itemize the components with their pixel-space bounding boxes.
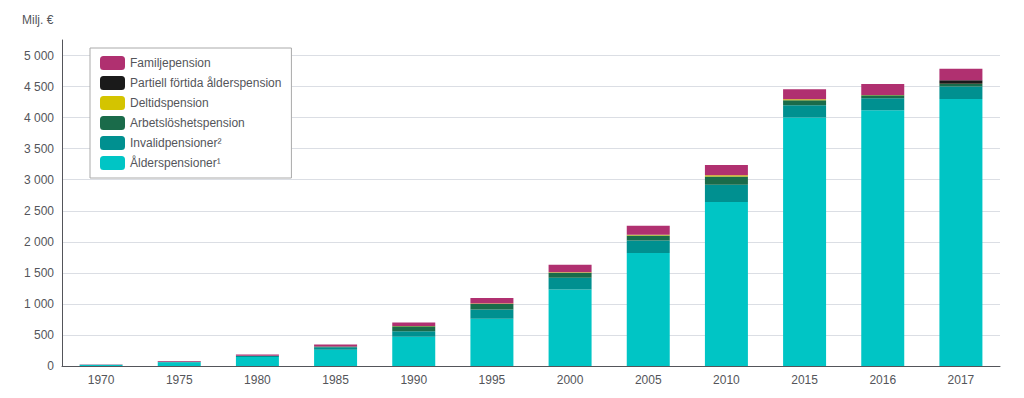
svg-text:1 500: 1 500 xyxy=(24,266,54,280)
svg-text:3 500: 3 500 xyxy=(24,142,54,156)
svg-text:Deltidspension: Deltidspension xyxy=(130,96,209,110)
svg-text:2005: 2005 xyxy=(635,373,662,387)
svg-text:2 500: 2 500 xyxy=(24,204,54,218)
svg-text:2015: 2015 xyxy=(791,373,818,387)
svg-text:2010: 2010 xyxy=(713,373,740,387)
svg-text:2000: 2000 xyxy=(557,373,584,387)
svg-text:1980: 1980 xyxy=(244,373,271,387)
svg-text:4 500: 4 500 xyxy=(24,80,54,94)
svg-text:2017: 2017 xyxy=(948,373,975,387)
svg-text:1995: 1995 xyxy=(479,373,506,387)
svg-text:Partiell förtida ålderspension: Partiell förtida ålderspension xyxy=(130,76,281,90)
svg-text:1990: 1990 xyxy=(400,373,427,387)
svg-text:Invalidpensioner²: Invalidpensioner² xyxy=(130,136,221,150)
svg-text:4 000: 4 000 xyxy=(24,111,54,125)
svg-text:Familjepension: Familjepension xyxy=(130,56,211,70)
svg-text:1 000: 1 000 xyxy=(24,297,54,311)
svg-text:3 000: 3 000 xyxy=(24,173,54,187)
svg-text:1985: 1985 xyxy=(322,373,349,387)
svg-text:500: 500 xyxy=(34,328,54,342)
svg-text:1970: 1970 xyxy=(88,373,115,387)
svg-text:Milj. €: Milj. € xyxy=(22,13,54,27)
svg-text:2016: 2016 xyxy=(869,373,896,387)
svg-text:Arbetslöshetspension: Arbetslöshetspension xyxy=(130,116,245,130)
svg-text:0: 0 xyxy=(47,359,54,373)
svg-text:2 000: 2 000 xyxy=(24,235,54,249)
svg-text:5 000: 5 000 xyxy=(24,49,54,63)
svg-text:Ålderspensioner¹: Ålderspensioner¹ xyxy=(130,155,221,170)
svg-text:1975: 1975 xyxy=(166,373,193,387)
